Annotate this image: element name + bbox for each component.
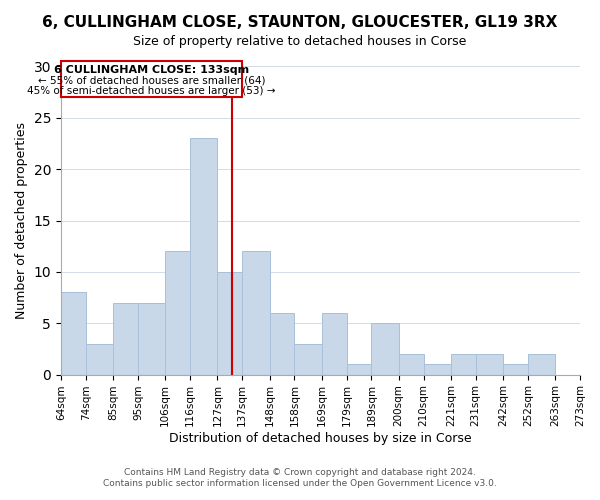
Bar <box>295 344 322 374</box>
Bar <box>165 252 190 374</box>
Text: ← 55% of detached houses are smaller (64): ← 55% of detached houses are smaller (64… <box>38 76 265 86</box>
Text: 45% of semi-detached houses are larger (53) →: 45% of semi-detached houses are larger (… <box>28 86 276 96</box>
Bar <box>113 302 138 374</box>
Bar <box>347 364 371 374</box>
Bar <box>217 272 242 374</box>
Bar <box>424 364 451 374</box>
Bar <box>138 302 165 374</box>
Text: Contains HM Land Registry data © Crown copyright and database right 2024.
Contai: Contains HM Land Registry data © Crown c… <box>103 468 497 487</box>
Bar <box>528 354 555 374</box>
Bar <box>503 364 528 374</box>
Bar <box>190 138 217 374</box>
Text: 6, CULLINGHAM CLOSE, STAUNTON, GLOUCESTER, GL19 3RX: 6, CULLINGHAM CLOSE, STAUNTON, GLOUCESTE… <box>43 15 557 30</box>
Bar <box>269 313 295 374</box>
Bar <box>86 344 113 374</box>
Bar <box>451 354 476 374</box>
Bar <box>476 354 503 374</box>
Y-axis label: Number of detached properties: Number of detached properties <box>15 122 28 319</box>
Bar <box>61 292 86 374</box>
Bar <box>398 354 424 374</box>
Text: Size of property relative to detached houses in Corse: Size of property relative to detached ho… <box>133 35 467 48</box>
Text: 6 CULLINGHAM CLOSE: 133sqm: 6 CULLINGHAM CLOSE: 133sqm <box>54 66 249 76</box>
FancyBboxPatch shape <box>61 62 242 97</box>
Bar <box>322 313 347 374</box>
Bar <box>371 323 398 374</box>
X-axis label: Distribution of detached houses by size in Corse: Distribution of detached houses by size … <box>169 432 472 445</box>
Bar <box>242 252 269 374</box>
